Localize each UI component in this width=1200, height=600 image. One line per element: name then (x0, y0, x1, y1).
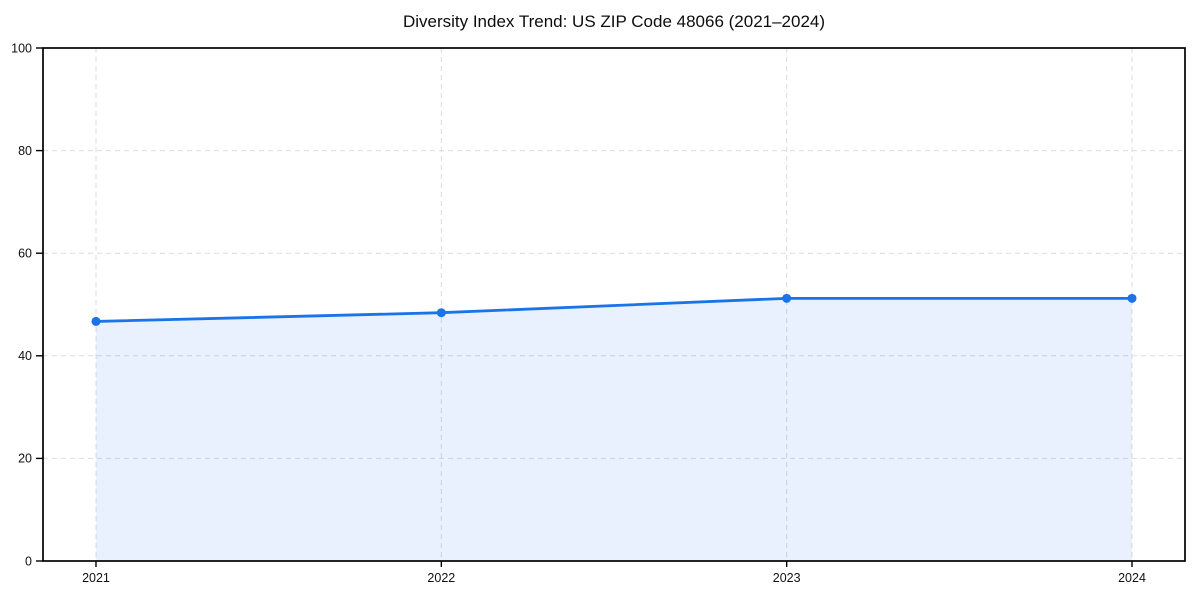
data-line (94, 296, 1134, 323)
data-point-marker (436, 308, 446, 318)
y-tick-label: 60 (18, 247, 32, 261)
x-tick-label: 2022 (427, 571, 455, 585)
y-tick-label: 40 (18, 349, 32, 363)
x-tick-label: 2024 (1118, 571, 1146, 585)
x-tick-label: 2021 (82, 571, 110, 585)
x-tick-label: 2023 (773, 571, 801, 585)
area-fill (95, 298, 1133, 561)
y-tick-label: 80 (18, 144, 32, 158)
data-point-marker (1127, 293, 1137, 303)
data-point-marker (782, 293, 792, 303)
plot-border (42, 47, 1186, 562)
y-tick-label: 100 (11, 41, 32, 55)
y-tick-label: 0 (25, 554, 32, 568)
data-point-marker (91, 316, 101, 326)
y-tick-label: 20 (18, 452, 32, 466)
chart-title: Diversity Index Trend: US ZIP Code 48066… (402, 12, 826, 31)
